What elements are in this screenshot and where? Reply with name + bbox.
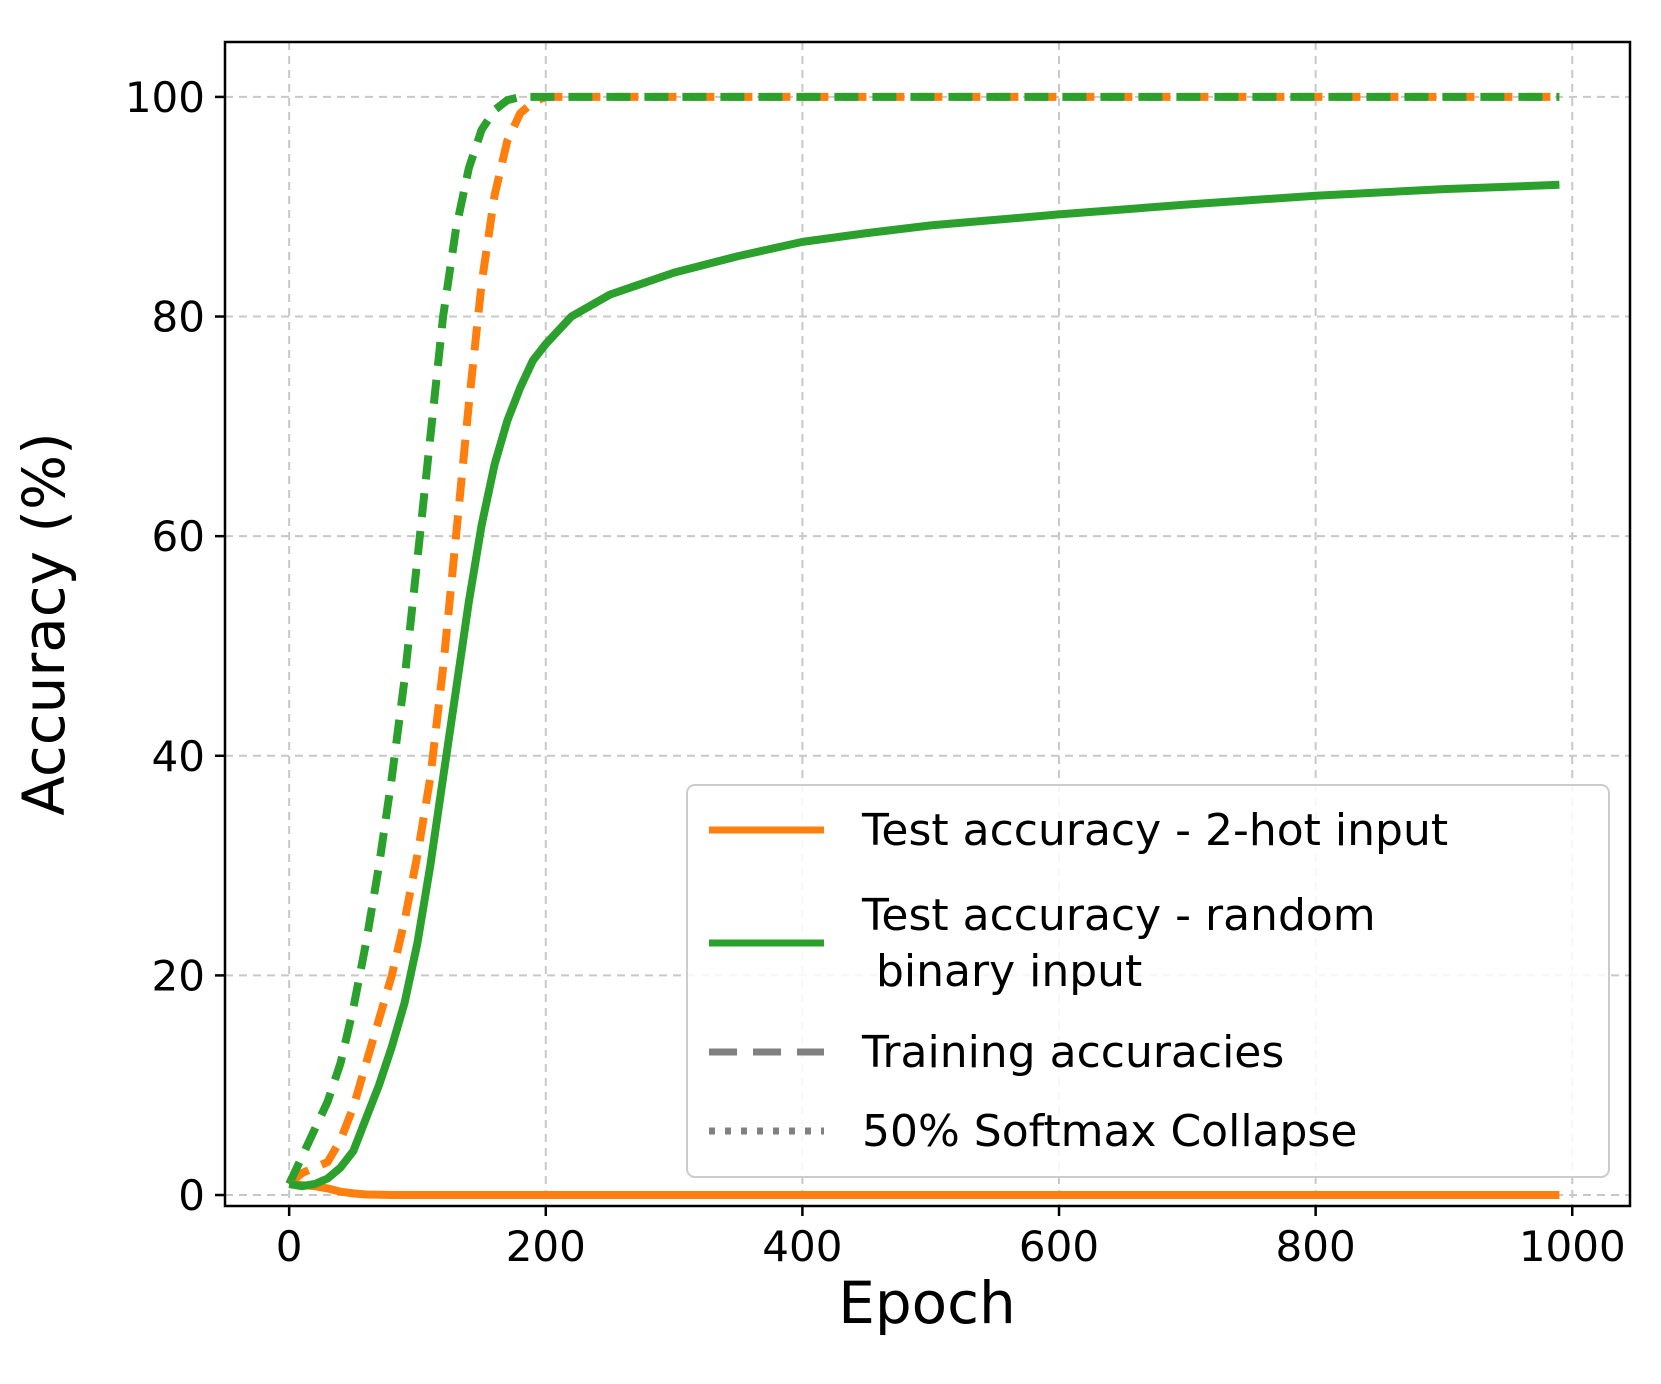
series-lines xyxy=(285,92,1560,1199)
legend-label-2: Training accuracies xyxy=(861,1027,1284,1078)
plot-frame xyxy=(223,40,1632,1208)
legend-label-0: Test accuracy - 2-hot input xyxy=(861,805,1448,856)
y-tick-label-5: 100 xyxy=(125,73,205,122)
legend-label-line: binary input xyxy=(862,946,1142,997)
series-line-test-2hot xyxy=(288,1180,1560,1199)
y-tick-label-4: 80 xyxy=(152,293,205,342)
legend-label-line: Test accuracy - 2-hot input xyxy=(861,805,1448,856)
x-tick-label-0: 0 xyxy=(276,1222,303,1271)
legend-label-3: 50% Softmax Collapse xyxy=(862,1106,1357,1157)
legend-box xyxy=(686,784,1610,1178)
x-axis-label: Epoch xyxy=(838,1269,1016,1337)
axis-ticks: 0 200 400 600 800 1000 0 20 40 60 80 100 xyxy=(125,73,1626,1271)
x-tick-label-2: 400 xyxy=(762,1222,842,1271)
legend-label-line: Training accuracies xyxy=(861,1027,1284,1078)
y-tick-label-2: 40 xyxy=(152,732,205,781)
legend-label-1: Test accuracy - random binary input xyxy=(861,890,1376,997)
series-line-training-2hot xyxy=(286,92,1560,1188)
y-axis-label: Accuracy (%) xyxy=(10,432,78,816)
x-tick-label-1: 200 xyxy=(506,1222,586,1271)
legend-label-line: Test accuracy - random xyxy=(861,890,1376,941)
legend: Test accuracy - 2-hot input Test accuracy… xyxy=(686,784,1610,1178)
y-tick-label-0: 0 xyxy=(178,1171,205,1220)
series-line-training-random-binary xyxy=(285,92,1560,1186)
x-tick-label-3: 600 xyxy=(1019,1222,1099,1271)
series-line-test-random-binary xyxy=(288,180,1560,1191)
x-tick-label-5: 1000 xyxy=(1519,1222,1626,1271)
y-tick-label-1: 20 xyxy=(152,951,205,1000)
y-tick-label-3: 60 xyxy=(152,512,205,561)
legend-label-line: 50% Softmax Collapse xyxy=(862,1106,1357,1157)
x-tick-label-4: 800 xyxy=(1276,1222,1356,1271)
